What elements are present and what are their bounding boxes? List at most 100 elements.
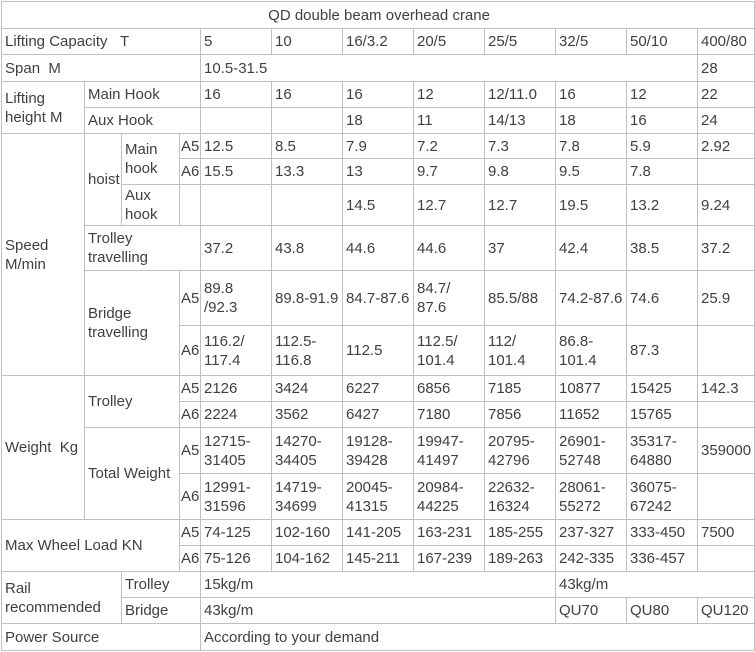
main-hook-height-cell: 16 [271, 81, 343, 108]
trolley-travelling-cell: 43.8 [271, 225, 343, 271]
span-row: Span M 10.5-31.5 28 [1, 54, 755, 82]
speed-group-label: Speed M/min [1, 133, 85, 376]
rail-trolley-label: Trolley [121, 571, 201, 598]
main-hook-label: Main Hook [84, 81, 201, 108]
speed-main-a6-row: A6 15.5 13.3 13 9.7 9.8 9.5 7.8 [2, 158, 755, 185]
speed-main-a5-cell: 7.3 [484, 133, 556, 159]
weight-trolley-a5-cell: 142.3 [696, 375, 755, 402]
speed-main-a5-row: Speed M/min hoist Main hook A5 12.5 8.5 … [1, 133, 755, 376]
max-wheel-a5-cell: 185-255 [484, 519, 556, 546]
main-hook-height-cell: 12/11.0 [484, 81, 556, 108]
max-wheel-a6-cell [696, 545, 755, 572]
max-wheel-a6-cell: 167-239 [413, 545, 485, 572]
speed-main-a6-cell: 7.8 [626, 158, 698, 185]
rail-group-label: Rail recommended [1, 571, 122, 624]
weight-trolley-a6-cell: 2224 [200, 401, 272, 428]
grade-a5-label: A5 [179, 270, 201, 326]
aux-hook-height-cell [271, 107, 343, 134]
speed-main-a6-cell: 9.8 [484, 158, 556, 185]
span-label: Span M [1, 54, 201, 82]
speed-main-a6-cell [696, 158, 755, 185]
bridge-a5-cell: 84.7-87.6 [342, 270, 414, 326]
grade-a6-label: A6 [179, 158, 201, 185]
bridge-a5-cell: 89.8-91.9 [271, 270, 343, 326]
weight-trolley-a5-cell: 2126 [200, 375, 272, 402]
bridge-a5-cell: 25.9 [696, 270, 755, 326]
bridge-a6-cell: 112/ 101.4 [484, 325, 556, 376]
grade-empty-cell [179, 184, 201, 226]
speed-main-a6-cell: 15.5 [200, 158, 272, 185]
capacity-value-cell: 20/5 [413, 28, 485, 55]
weight-trolley-a5-cell: 3424 [271, 375, 343, 402]
lifting-height-aux-row: Aux Hook 18 11 14/13 18 16 24 [2, 107, 755, 134]
bridge-a6-cell: 87.3 [626, 325, 698, 376]
power-source-value-cell: According to your demand [199, 623, 755, 651]
max-wheel-a6-cell: 336-457 [626, 545, 698, 572]
total-weight-a5-cell: 19947- 41497 [413, 427, 485, 474]
trolley-travelling-cell: 42.4 [555, 225, 627, 271]
bridge-travelling-a5-row: Bridge travelling A5 89.8 /92.3 89.8-91.… [2, 270, 755, 376]
main-hook-height-cell: 22 [696, 81, 755, 108]
grade-a6-label: A6 [179, 473, 201, 520]
speed-main-a6-cell: 13 [342, 158, 414, 185]
speed-aux-hook-label: Aux hook [121, 184, 180, 226]
total-weight-a6-cell: 12991- 31596 [200, 473, 272, 520]
weight-trolley-a6-cell: 7856 [484, 401, 556, 428]
weight-trolley-label: Trolley [84, 375, 180, 428]
speed-main-a5-cell: 7.2 [413, 133, 485, 159]
main-hook-height-cell: 12 [626, 81, 698, 108]
max-wheel-a5-cell: 74-125 [200, 519, 272, 546]
max-wheel-a6-cell: 145-211 [342, 545, 414, 572]
rail-bridge-qu-cell: QU70 [555, 597, 627, 624]
weight-group-label: Weight Kg [1, 375, 85, 520]
speed-main-a5-cell: 2.92 [696, 133, 755, 159]
trolley-travelling-cell: 44.6 [413, 225, 485, 271]
rail-trolley-row: Rail recommended Trolley 15kg/m 43kg/m [1, 571, 755, 624]
max-wheel-a5-cell: 237-327 [555, 519, 627, 546]
capacity-value-cell: 5 [200, 28, 272, 55]
trolley-travelling-cell: 44.6 [342, 225, 414, 271]
total-weight-a6-cell [696, 473, 755, 520]
title-row: QD double beam overhead crane [0, 1, 755, 29]
total-weight-a5-row: Total Weight A5 12715- 31405 14270- 3440… [2, 427, 755, 520]
grade-a6-label: A6 [179, 325, 201, 376]
total-weight-a6-cell: 14719- 34699 [271, 473, 343, 520]
bridge-a6-cell: 112.5/ 101.4 [413, 325, 485, 376]
bridge-a5-cell: 84.7/ 87.6 [413, 270, 485, 326]
total-weight-a5-cell: 14270- 34405 [271, 427, 343, 474]
speed-aux-cell: 9.24 [696, 184, 755, 226]
max-wheel-a6-cell: 242-335 [555, 545, 627, 572]
capacity-value-cell: 10 [271, 28, 343, 55]
trolley-travelling-cell: 37.2 [696, 225, 755, 271]
span-range-cell: 10.5-31.5 [200, 54, 698, 82]
speed-aux-cell [271, 184, 343, 226]
bridge-a5-cell: 89.8 /92.3 [200, 270, 272, 326]
weight-trolley-a6-cell: 11652 [555, 401, 627, 428]
trolley-travelling-label: Trolley travelling [84, 225, 201, 271]
aux-hook-height-cell [200, 107, 272, 134]
speed-main-a6-cell: 9.7 [413, 158, 485, 185]
weight-trolley-a6-cell: 6427 [342, 401, 414, 428]
table-title: QD double beam overhead crane [0, 1, 755, 29]
aux-hook-height-cell: 11 [413, 107, 485, 134]
speed-aux-cell: 13.2 [626, 184, 698, 226]
capacity-value-cell: 32/5 [555, 28, 627, 55]
total-weight-label: Total Weight [84, 427, 180, 520]
aux-hook-height-cell: 16 [626, 107, 698, 134]
grade-a5-label: A5 [179, 133, 201, 159]
speed-main-hook-label: Main hook [121, 133, 180, 185]
bridge-a6-cell: 116.2/ 117.4 [200, 325, 272, 376]
total-weight-a5-cell: 12715- 31405 [200, 427, 272, 474]
max-wheel-a6-cell: 189-263 [484, 545, 556, 572]
aux-hook-height-cell: 18 [342, 107, 414, 134]
speed-aux-cell: 12.7 [484, 184, 556, 226]
total-weight-a5-cell: 26901- 52748 [555, 427, 627, 474]
bridge-a6-cell: 86.8- 101.4 [555, 325, 627, 376]
weight-trolley-a5-cell: 6227 [342, 375, 414, 402]
total-weight-a5-cell: 19128- 39428 [342, 427, 414, 474]
max-wheel-a5-cell: 333-450 [626, 519, 698, 546]
span-max-cell: 28 [696, 54, 755, 82]
max-wheel-a5-cell: 163-231 [413, 519, 485, 546]
weight-trolley-a6-cell: 15765 [626, 401, 698, 428]
